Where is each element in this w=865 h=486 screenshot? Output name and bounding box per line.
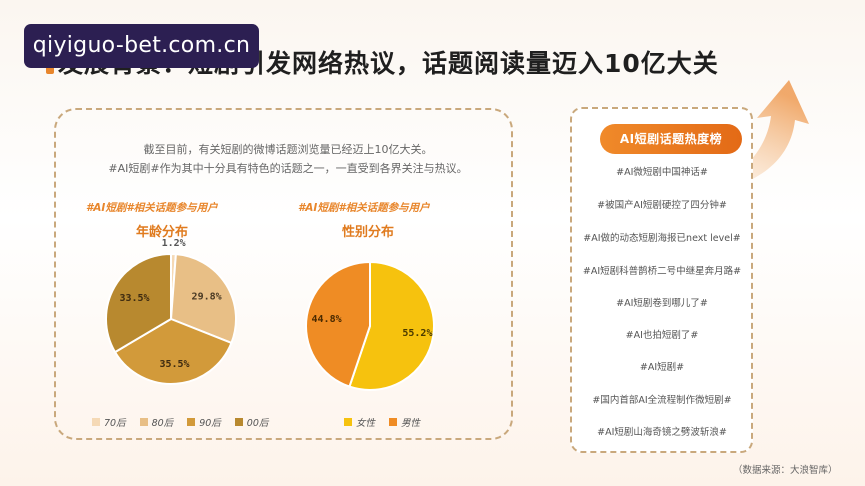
age-label-0: 1.2% [162,238,186,249]
hot-list-item[interactable]: #AI短剧科普鹊桥二号中继星奔月路# [582,266,742,277]
charts-panel [54,108,513,440]
age-slice-3 [105,252,172,354]
gender-label-1: 44.8% [312,314,342,325]
hot-list-item[interactable]: #AI短剧# [639,362,685,373]
gender-pie-chart: 55.2% 44.8% [305,260,435,391]
hot-list-item[interactable]: #AI微短剧中国神话# [616,167,708,178]
hot-list-item[interactable]: #被国产AI短剧硬控了四分钟# [597,200,727,211]
gender-legend-item-0: 女性 [344,415,375,429]
hot-list-title: AI短剧话题热度榜 [600,124,742,154]
gender-chart-title: 性别分布 [342,225,395,240]
legend-swatch [92,418,100,426]
hot-list-panel [570,107,753,453]
age-legend-item-0: 70后 [92,415,126,429]
age-legend: 70后 80后 90后 00后 [92,415,268,429]
hot-list-item[interactable]: #国内首部AI全流程制作微短剧# [592,395,732,406]
gender-label-0: 55.2% [402,328,432,339]
data-source-note: （数据来源：大浪智库） [733,465,838,476]
legend-swatch [139,418,148,426]
intro-line-2: #AI短剧#作为其中十分具有特色的话题之一，一直受到各界关注与热议。 [108,162,468,175]
age-slice-1 [169,253,237,345]
legend-label: 80后 [151,418,174,429]
legend-swatch [344,418,352,426]
hot-list-item[interactable]: #AI短剧卷到哪儿了# [616,298,708,309]
hot-list-item[interactable]: #AI也拍短剧了# [625,330,699,341]
watermark-banner: qiyiguo-bet.com.cn [24,24,259,68]
legend-label: 男性 [401,418,421,429]
age-pie-chart: 1.2% 29.8% 35.5% 33.5% [105,238,237,385]
gender-slice-1 [305,260,371,388]
intro-line-1: 截至目前，有关短剧的微博话题浏览量已经迈上10亿大关。 [143,143,433,156]
hot-list-item[interactable]: #AI做的动态短剧海报已next level# [583,233,741,244]
legend-label: 女性 [356,418,376,429]
age-legend-item-3: 00后 [234,415,269,429]
gender-legend-item-1: 男性 [389,415,420,429]
age-legend-item-1: 80后 [139,415,174,429]
age-chart-tag: #AI短剧#相关话题参与用户 [86,202,218,214]
legend-label: 90后 [199,418,221,429]
hot-list-item[interactable]: #AI短剧山海奇镜之劈波斩浪# [597,427,727,438]
legend-swatch [389,418,398,426]
age-label-3: 33.5% [119,293,149,304]
age-legend-item-2: 90后 [187,415,221,429]
age-label-2: 35.5% [159,359,189,370]
legend-label: 70后 [104,418,126,429]
gender-legend: 女性 男性 [344,415,420,429]
gender-chart-tag: #AI短剧#相关话题参与用户 [298,202,430,214]
legend-label: 00后 [246,418,269,429]
age-label-1: 29.8% [192,292,222,303]
upward-arrow-icon [713,80,809,188]
legend-swatch [234,418,243,426]
legend-swatch [187,418,196,426]
age-chart-title: 年龄分布 [136,225,189,240]
